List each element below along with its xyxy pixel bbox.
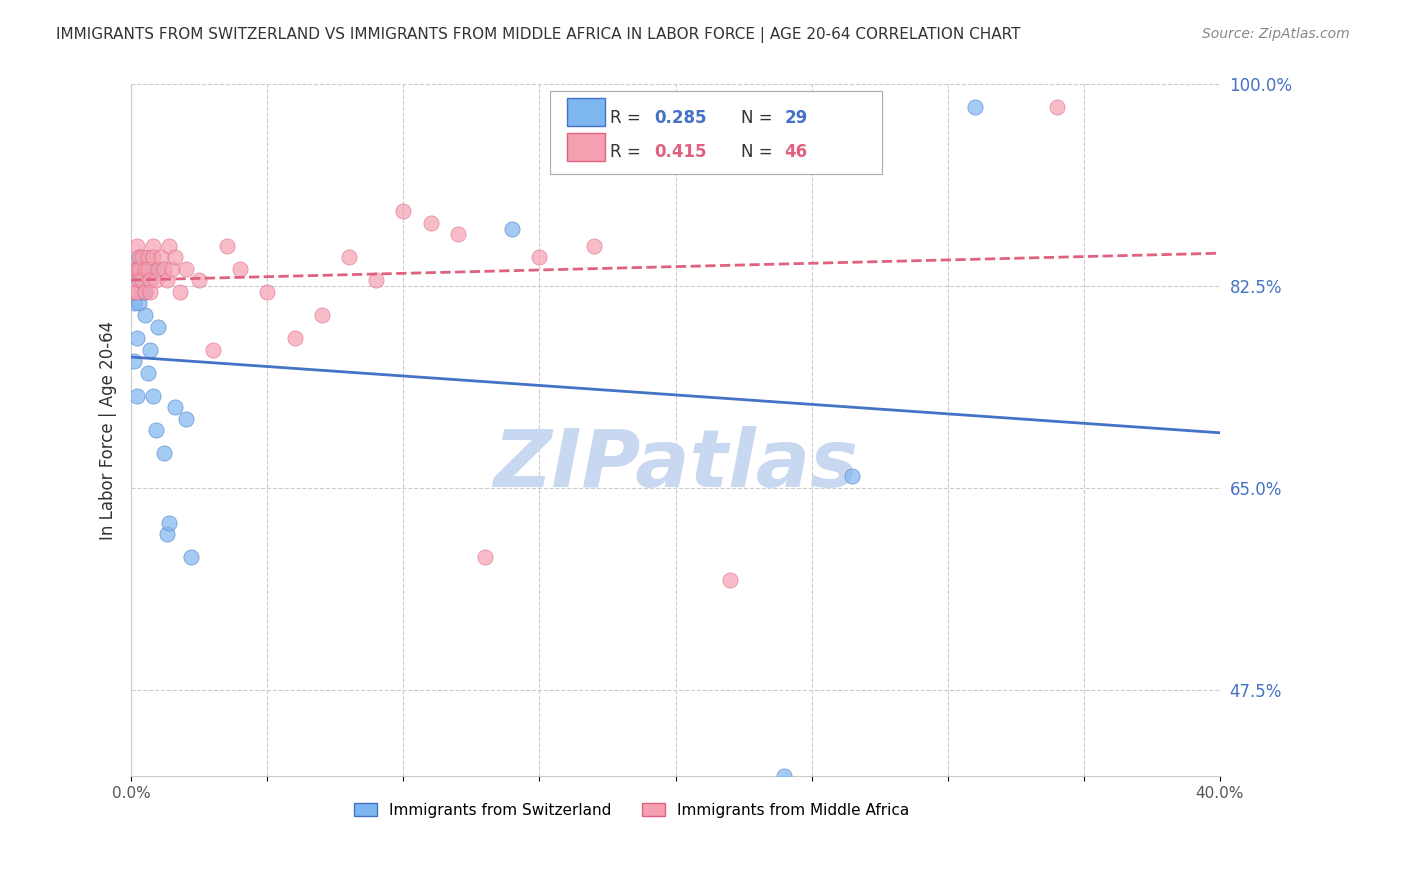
Text: Source: ZipAtlas.com: Source: ZipAtlas.com <box>1202 27 1350 41</box>
Immigrants from Middle Africa <box>139 285 162 299</box>
Immigrants from Middle Africa <box>139 273 162 287</box>
Immigrants from Middle Africa <box>366 273 388 287</box>
Immigrants from Middle Africa <box>419 216 441 230</box>
Immigrants from Middle Africa <box>150 251 173 265</box>
Immigrants from Middle Africa <box>582 239 605 253</box>
Immigrants from Switzerland <box>501 221 523 235</box>
Immigrants from Middle Africa <box>128 261 150 276</box>
Immigrants from Switzerland <box>136 366 159 380</box>
Text: ZIPatlas: ZIPatlas <box>494 425 858 504</box>
Immigrants from Switzerland <box>174 411 197 425</box>
Immigrants from Middle Africa <box>188 273 211 287</box>
Immigrants from Middle Africa <box>156 273 179 287</box>
Immigrants from Switzerland <box>142 389 165 403</box>
Immigrants from Middle Africa <box>134 285 156 299</box>
Immigrants from Middle Africa <box>134 261 156 276</box>
Immigrants from Middle Africa <box>122 261 145 276</box>
Immigrants from Middle Africa <box>283 331 305 345</box>
Immigrants from Switzerland <box>128 251 150 265</box>
Immigrants from Middle Africa <box>201 343 224 357</box>
Immigrants from Switzerland <box>125 331 148 345</box>
Immigrants from Middle Africa <box>128 251 150 265</box>
Immigrants from Middle Africa <box>163 251 186 265</box>
Immigrants from Middle Africa <box>311 308 333 322</box>
Immigrants from Switzerland <box>841 469 863 483</box>
Immigrants from Switzerland <box>134 308 156 322</box>
Text: 0.415: 0.415 <box>654 144 706 161</box>
Immigrants from Switzerland <box>136 261 159 276</box>
Immigrants from Middle Africa <box>131 273 153 287</box>
Immigrants from Middle Africa <box>142 251 165 265</box>
Immigrants from Middle Africa <box>142 239 165 253</box>
Immigrants from Middle Africa <box>169 285 191 299</box>
FancyBboxPatch shape <box>550 91 883 174</box>
Immigrants from Switzerland <box>963 101 986 115</box>
Immigrants from Middle Africa <box>125 285 148 299</box>
Text: 29: 29 <box>785 109 807 127</box>
Bar <box>567 98 605 126</box>
Immigrants from Middle Africa <box>125 261 148 276</box>
Immigrants from Middle Africa <box>337 251 360 265</box>
Immigrants from Switzerland <box>131 285 153 299</box>
Text: R =: R = <box>610 109 647 127</box>
Immigrants from Switzerland <box>139 343 162 357</box>
Immigrants from Middle Africa <box>447 227 470 242</box>
Immigrants from Switzerland <box>145 423 167 437</box>
Immigrants from Switzerland <box>122 296 145 310</box>
Immigrants from Middle Africa <box>157 239 180 253</box>
Bar <box>567 133 605 161</box>
Immigrants from Switzerland <box>180 550 202 565</box>
Immigrants from Middle Africa <box>392 204 415 219</box>
Legend: Immigrants from Switzerland, Immigrants from Middle Africa: Immigrants from Switzerland, Immigrants … <box>349 797 915 824</box>
Immigrants from Switzerland <box>128 273 150 287</box>
Immigrants from Middle Africa <box>160 261 183 276</box>
Immigrants from Middle Africa <box>256 285 278 299</box>
Immigrants from Switzerland <box>134 285 156 299</box>
Immigrants from Switzerland <box>773 769 796 783</box>
Immigrants from Switzerland <box>142 261 165 276</box>
Text: N =: N = <box>741 109 778 127</box>
Immigrants from Middle Africa <box>215 239 238 253</box>
Immigrants from Middle Africa <box>148 261 170 276</box>
Immigrants from Middle Africa <box>125 239 148 253</box>
Immigrants from Middle Africa <box>718 573 741 587</box>
Immigrants from Middle Africa <box>136 251 159 265</box>
Immigrants from Switzerland <box>157 516 180 530</box>
Immigrants from Switzerland <box>131 261 153 276</box>
Immigrants from Middle Africa <box>153 261 176 276</box>
Text: IMMIGRANTS FROM SWITZERLAND VS IMMIGRANTS FROM MIDDLE AFRICA IN LABOR FORCE | AG: IMMIGRANTS FROM SWITZERLAND VS IMMIGRANT… <box>56 27 1021 43</box>
Immigrants from Middle Africa <box>128 273 150 287</box>
Text: 0.285: 0.285 <box>654 109 706 127</box>
Immigrants from Switzerland <box>128 296 150 310</box>
Text: N =: N = <box>741 144 778 161</box>
Immigrants from Switzerland <box>163 401 186 415</box>
Immigrants from Middle Africa <box>122 285 145 299</box>
Immigrants from Switzerland <box>125 261 148 276</box>
Y-axis label: In Labor Force | Age 20-64: In Labor Force | Age 20-64 <box>100 321 117 540</box>
Immigrants from Middle Africa <box>229 261 252 276</box>
Immigrants from Middle Africa <box>855 112 877 126</box>
Immigrants from Middle Africa <box>131 251 153 265</box>
Immigrants from Middle Africa <box>529 251 551 265</box>
Immigrants from Switzerland <box>153 446 176 460</box>
Immigrants from Switzerland <box>156 527 179 541</box>
Text: 46: 46 <box>785 144 807 161</box>
Immigrants from Middle Africa <box>174 261 197 276</box>
Immigrants from Switzerland <box>148 319 170 334</box>
Immigrants from Middle Africa <box>145 273 167 287</box>
Immigrants from Switzerland <box>125 389 148 403</box>
Immigrants from Middle Africa <box>1045 101 1067 115</box>
Text: R =: R = <box>610 144 647 161</box>
Immigrants from Middle Africa <box>136 261 159 276</box>
Immigrants from Middle Africa <box>474 550 496 565</box>
Immigrants from Switzerland <box>122 354 145 368</box>
